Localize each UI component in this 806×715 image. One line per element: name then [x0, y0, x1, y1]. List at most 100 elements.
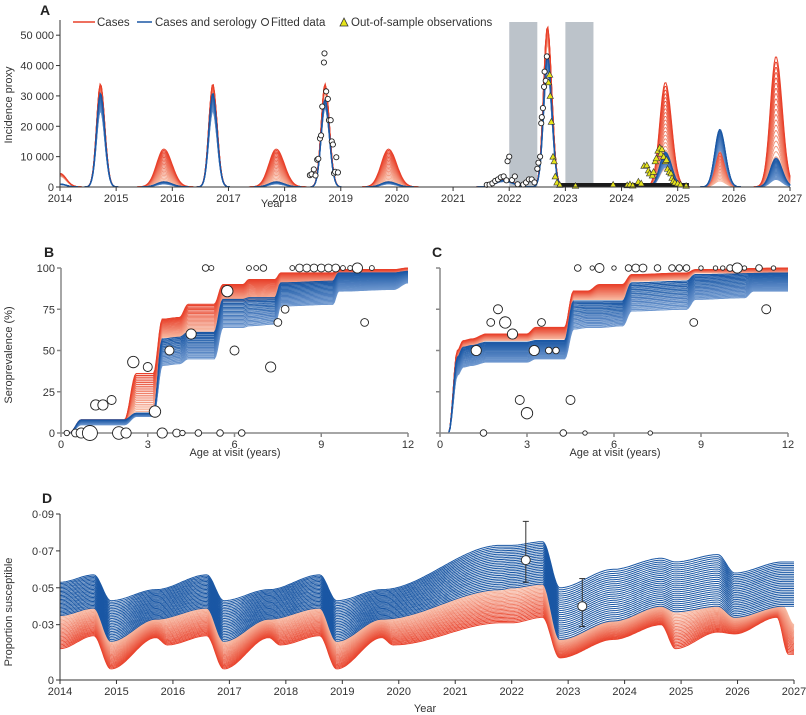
zero-observation-bar	[556, 183, 689, 187]
cases-trajectory	[59, 608, 795, 663]
serology-trajectory	[440, 281, 788, 434]
x-tick-label: 12	[402, 439, 414, 451]
serosurvey-point	[470, 344, 482, 357]
serosurvey-point	[148, 405, 162, 418]
serosurvey-points-b	[63, 262, 375, 441]
serosurvey-point	[537, 318, 546, 327]
cases-trajectory	[59, 603, 795, 659]
serosurvey-point	[229, 345, 240, 356]
serology-trajectory	[59, 566, 794, 626]
out-of-sample-point	[544, 78, 553, 86]
cases-trajectory	[60, 587, 795, 646]
serology-trajectory	[440, 287, 788, 434]
fitted-data-point	[540, 83, 548, 90]
serosurvey-points-c	[470, 262, 777, 437]
panel-c: C 0 3 6 9 12 Age at visit (years)	[432, 244, 794, 459]
serology-trajectory	[440, 274, 788, 434]
serology-trajectory	[61, 270, 408, 434]
serosurvey-point	[208, 265, 215, 271]
serosurvey-point	[253, 265, 260, 271]
x-tick-label: 2021	[441, 193, 465, 205]
serosurvey-point	[142, 362, 153, 372]
fitted-data-point	[320, 59, 327, 66]
cases-trajectory	[59, 30, 791, 188]
y-tick-label: 10 000	[20, 152, 54, 164]
lockdown-shading	[509, 22, 594, 187]
incidence-curves	[59, 25, 791, 188]
y-tick-label: 0·05	[32, 583, 54, 595]
cases-trajectory	[59, 588, 795, 647]
x-tick-label: 3	[145, 439, 151, 451]
serosurvey-point	[493, 304, 503, 315]
serosurvey-point	[499, 316, 512, 329]
fitted-data-point	[329, 141, 336, 148]
legend-fitted-swatch	[261, 18, 269, 26]
out-of-sample-point	[652, 154, 661, 162]
panel-a-label: A	[40, 2, 50, 18]
x-tick-label: 2023	[553, 193, 577, 205]
x-tick-label: 2016	[160, 193, 184, 205]
serosurvey-point	[127, 355, 140, 369]
out-of-sample-point	[637, 179, 645, 187]
serosurvey-point	[675, 264, 684, 272]
serology-trajectory	[440, 283, 788, 434]
x-tick-label: 2018	[272, 193, 296, 205]
panel-a-xlabel: Year	[261, 198, 284, 210]
serology-trajectory	[60, 553, 794, 613]
cases-trajectory	[60, 606, 795, 661]
out-of-sample-point	[643, 161, 651, 169]
x-tick-label: 2020	[385, 193, 409, 205]
x-tick-label: 2020	[387, 686, 411, 698]
serosurvey-point	[259, 264, 268, 272]
fitted-data-point	[324, 95, 331, 102]
serosurvey-point	[201, 264, 210, 272]
serosurvey-point	[582, 430, 588, 436]
out-of-sample-point	[662, 155, 671, 163]
serosurvey-point	[280, 304, 290, 314]
x-tick-label: 2026	[722, 193, 746, 205]
cases-trajectory	[60, 591, 795, 649]
x-tick-label: 2015	[104, 686, 128, 698]
serology-trajectory	[59, 559, 794, 620]
fitted-data-point	[538, 114, 545, 121]
serosurvey-point	[351, 262, 363, 274]
fitted-data-point	[535, 159, 542, 166]
serosurvey-point	[668, 264, 676, 272]
serology-trajectory	[61, 282, 409, 434]
x-tick-label: 2024	[609, 193, 633, 205]
seroprevalence-curves-b	[61, 267, 409, 434]
serosurvey-point	[156, 427, 168, 439]
serosurvey-point	[611, 265, 617, 271]
serosurvey-point	[273, 318, 283, 327]
out-of-sample-point	[667, 169, 675, 177]
serology-trajectory	[60, 541, 794, 602]
serosurvey-point	[770, 265, 777, 271]
x-tick-label: 2019	[330, 686, 354, 698]
x-tick-label: 2019	[329, 193, 353, 205]
serosurvey-point	[120, 427, 132, 439]
y-tick-label: 25	[43, 387, 55, 399]
serosurvey-point	[545, 346, 553, 355]
legend-cases-label: Cases	[97, 17, 130, 29]
fitted-data-point	[539, 105, 546, 112]
x-tick-label: 2026	[725, 686, 749, 698]
serology-trajectory	[440, 282, 788, 434]
y-tick-label: 100	[37, 263, 55, 275]
serology-trajectory	[60, 556, 794, 616]
serosurvey-point	[552, 346, 560, 355]
x-tick-label: 2023	[556, 686, 580, 698]
cases-trajectory	[59, 612, 795, 667]
serosurvey-point	[246, 265, 252, 271]
serosurvey-point	[514, 395, 525, 405]
serosurvey-point	[741, 265, 748, 271]
serosurvey-point	[340, 265, 346, 271]
serosurvey-point	[761, 304, 772, 315]
fitted-data-point	[543, 53, 550, 60]
x-tick-label: 2025	[669, 686, 693, 698]
panel-c-label: C	[432, 244, 442, 260]
fitted-data-point	[321, 50, 328, 57]
serosurvey-point	[638, 263, 648, 273]
fitted-data-point	[312, 172, 319, 179]
shaded-period	[509, 22, 538, 187]
